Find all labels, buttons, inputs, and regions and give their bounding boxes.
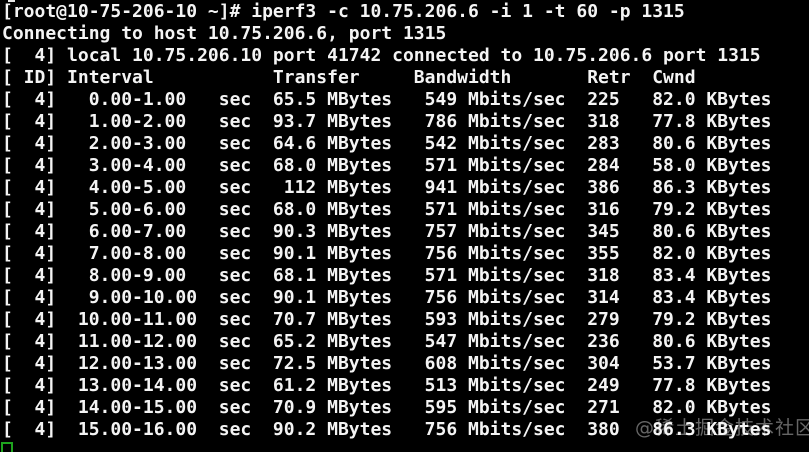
terminal-line: [ 4] 8.00-9.00 sec 68.1 MBytes 571 Mbits… [2, 265, 772, 286]
terminal-line: [ 4] 14.00-15.00 sec 70.9 MBytes 595 Mbi… [2, 397, 772, 418]
terminal-line: [ 4] 0.00-1.00 sec 65.5 MBytes 549 Mbits… [2, 89, 772, 110]
terminal-line: [ 4] 7.00-8.00 sec 90.1 MBytes 756 Mbits… [2, 243, 772, 264]
terminal-line: [ 4] 3.00-4.00 sec 68.0 MBytes 571 Mbits… [2, 155, 772, 176]
terminal-line: [ 4] 2.00-3.00 sec 64.6 MBytes 542 Mbits… [2, 133, 772, 154]
terminal-line: [root@10-75-206-10 ~]# iperf3 -c 10.75.2… [2, 1, 685, 22]
terminal-line: [ ID] Interval Transfer Bandwidth Retr C… [2, 67, 696, 88]
terminal-cursor [1, 442, 13, 452]
terminal-line: [ 4] 5.00-6.00 sec 68.0 MBytes 571 Mbits… [2, 199, 772, 220]
terminal-line: [ 4] 6.00-7.00 sec 90.3 MBytes 757 Mbits… [2, 221, 772, 242]
terminal-line: [ 4] 4.00-5.00 sec 112 MBytes 941 Mbits/… [2, 177, 772, 198]
terminal-line: [ 4] 9.00-10.00 sec 90.1 MBytes 756 Mbit… [2, 287, 772, 308]
terminal-line: Connecting to host 10.75.206.6, port 131… [2, 23, 447, 44]
terminal-line: [ 4] 1.00-2.00 sec 93.7 MBytes 786 Mbits… [2, 111, 772, 132]
terminal-line: [ 4] 13.00-14.00 sec 61.2 MBytes 513 Mbi… [2, 375, 772, 396]
terminal-line: [ 4] 15.00-16.00 sec 90.2 MBytes 756 Mbi… [2, 419, 772, 440]
terminal-output[interactable]: [root@10-75-206-10 ~]# iperf3 -c 10.75.2… [2, 1, 771, 441]
terminal-line: [ 4] 10.00-11.00 sec 70.7 MBytes 593 Mbi… [2, 309, 772, 330]
terminal-line: [ 4] local 10.75.206.10 port 41742 conne… [2, 45, 761, 66]
cropped-glyph-artifact [8, 0, 15, 2]
terminal-line: [ 4] 11.00-12.00 sec 65.2 MBytes 547 Mbi… [2, 331, 772, 352]
terminal-line: [ 4] 12.00-13.00 sec 72.5 MBytes 608 Mbi… [2, 353, 772, 374]
